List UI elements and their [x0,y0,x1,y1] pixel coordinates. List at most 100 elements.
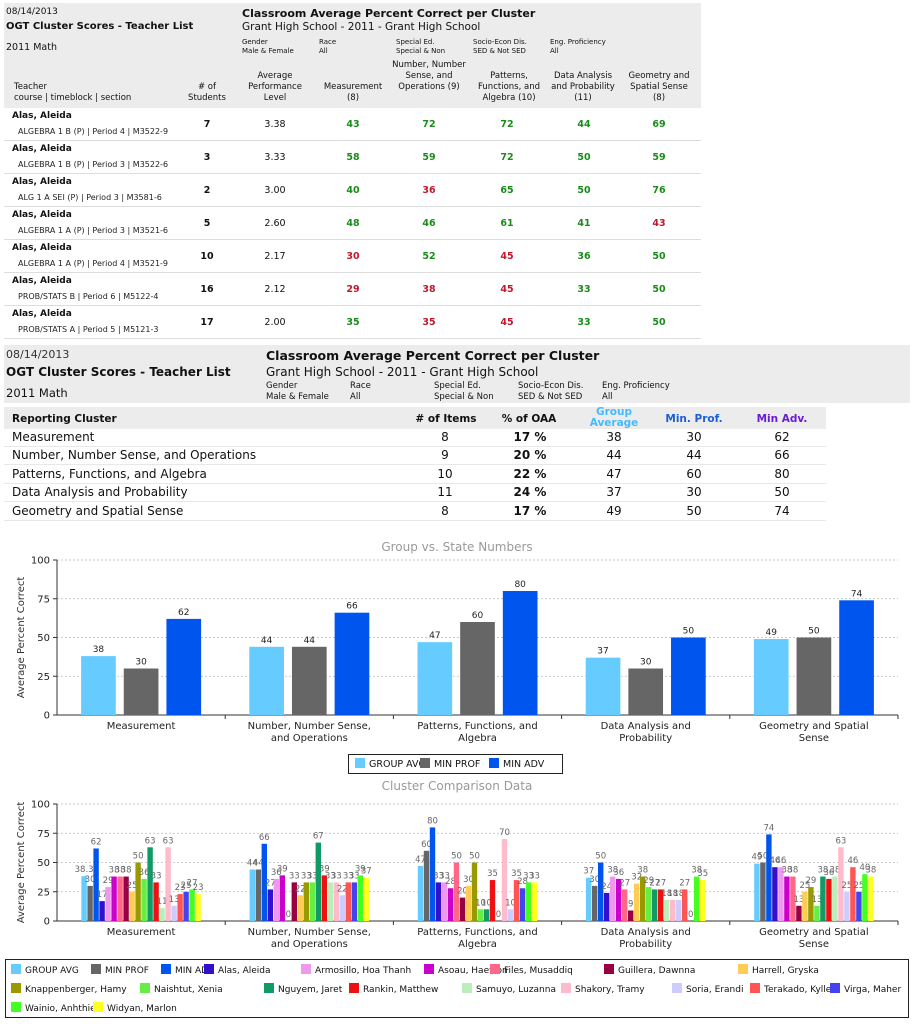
bar-value-label: 27 [655,878,666,888]
legend-swatch [672,983,682,993]
cluster-score: 69 [652,119,666,130]
table-row[interactable]: Alas, Aleida ALGEBRA 1 A (P) | Period 3 |… [4,207,701,240]
bar [753,639,789,715]
items-count: 8 [441,503,449,518]
table-row[interactable]: Alas, Aleida PROB/STATS B | Period 6 | M5… [4,273,701,306]
bar-value-label: 33 [343,871,354,881]
legend-swatch [161,964,171,974]
filter-value: All [550,47,559,55]
bar [754,863,760,921]
bar [291,882,297,921]
teacher-name: Alas, Aleida [12,177,72,187]
oaa-percent: 17 % [513,503,547,518]
group-average: 47 [606,466,622,481]
bar [117,876,123,921]
bar [111,876,117,921]
oaa-percent: 20 % [513,448,547,463]
y-tick-label: 25 [37,887,50,898]
filter-value: Special & Non [434,392,494,402]
col-measurement: Measurement (8) [323,82,383,103]
bar [261,843,267,921]
filter-label: Eng. Proficiency [550,38,606,46]
bar [622,889,628,921]
x-tick-label: Geometry and Spatial [759,927,868,938]
table-row[interactable]: Alas, Aleida PROB/STATS A | Period 5 | M5… [4,306,701,339]
performance-level: 2.00 [264,317,286,328]
cluster-score: 33 [577,317,591,328]
legend-item: MIN PROF [91,964,149,976]
teacher-name: Alas, Aleida [12,111,72,121]
legend-label: Naishtut, Xenia [154,985,223,995]
bar [850,867,856,921]
bar-value-label: 66 [259,833,270,843]
col-patterns: Patterns, Functions, and Algebra (10) [478,71,540,103]
min-prof: 30 [686,485,702,500]
group-average: 37 [606,485,622,500]
report-heading: Classroom Average Percent Correct per Cl… [266,348,600,363]
bar-value-label: 80 [427,816,438,826]
table-row[interactable]: Alas, Aleida ALG 1 A SEI (P) | Period 3 |… [4,174,701,207]
bar-value-label: 10 [505,898,516,908]
course-info: PROB/STATS A | Period 5 | M5121-3 [18,325,159,334]
bar-value-label: 47 [429,631,440,641]
teacher-name: Alas, Aleida [12,144,72,154]
report-title: OGT Cluster Scores - Teacher List [6,21,194,32]
bar [147,847,153,921]
table-row[interactable]: Patterns, Functions, and Algebra 10 22 % 47… [4,466,826,484]
legend-item: Widyan, Marlon [93,1002,177,1014]
bar [195,894,201,921]
bar-value-label: 27 [619,878,630,888]
group-average: 44 [606,448,622,463]
course-info: ALGEBRA 1 B (P) | Period 3 | M3522-6 [18,160,169,169]
min-prof: 30 [686,430,702,444]
bar-value-label: 32 [631,873,642,883]
teacher-name: Alas, Aleida [12,309,72,319]
bar-value-label: 24 [601,882,612,892]
bar [429,827,436,921]
y-tick-label: 75 [37,594,50,605]
table-row[interactable]: Alas, Aleida ALGEBRA 1 B (P) | Period 4 |… [4,108,701,141]
bar [628,668,664,715]
legend-label: Soria, Erandi [686,985,744,995]
bar-value-label: 20 [457,887,468,897]
bar-value-label: 67 [313,832,324,842]
bar-value-label: 30 [640,658,652,668]
cluster-score: 29 [346,284,360,295]
bar [694,876,700,921]
table-row[interactable]: Measurement 8 17 % 38 30 62 [4,429,826,447]
cluster-name: Geometry and Spatial Sense [12,503,184,518]
bar-value-label: 0 [688,910,693,920]
bar-value-label: 36 [271,868,282,878]
bar-value-label: 60 [472,611,484,621]
legend-item: MIN PROF [420,758,480,770]
legend-swatch [11,983,21,993]
bar [441,882,448,921]
bar-value-label: 50 [595,852,606,862]
bar-value-label: 44 [304,636,316,646]
legend-item: Alas, Aleida [204,964,271,976]
bar-value-label: 38 [115,866,126,876]
report-heading: Classroom Average Percent Correct per Cl… [242,7,536,20]
filter-value: Male & Female [266,392,329,402]
table-row[interactable]: Alas, Aleida ALGEBRA 1 A (P) | Period 4 |… [4,240,701,273]
table-row[interactable]: Data Analysis and Probability 11 24 % 37 30 5… [4,484,826,503]
legend-item: Asoau, Haewon [424,964,508,976]
bar-value-label: 22 [295,884,306,894]
table-row[interactable]: Alas, Aleida ALGEBRA 1 B (P) | Period 3 |… [4,141,701,174]
bar [123,876,129,921]
cluster-score: 44 [577,119,591,130]
table-row[interactable]: Geometry and Spatial Sense 8 17 % 49 50 74 [4,503,826,521]
teacher-name: Alas, Aleida [12,243,72,253]
x-tick-label: Probability [619,733,672,744]
filter-label: Socio-Econ Dis. [473,38,527,46]
table-row[interactable]: Number, Number Sense, and Operations 9 20 … [4,447,826,466]
cluster-score: 35 [422,317,436,328]
bar [862,874,868,921]
bar [183,891,189,921]
course-info: PROB/STATS B | Period 6 | M5122-4 [18,292,159,301]
items-count: 11 [437,485,453,500]
cluster-score: 41 [577,218,591,229]
cluster-score: 61 [500,218,514,229]
legend-item: GROUP AVG [355,758,426,770]
y-tick-label: 100 [31,556,50,567]
